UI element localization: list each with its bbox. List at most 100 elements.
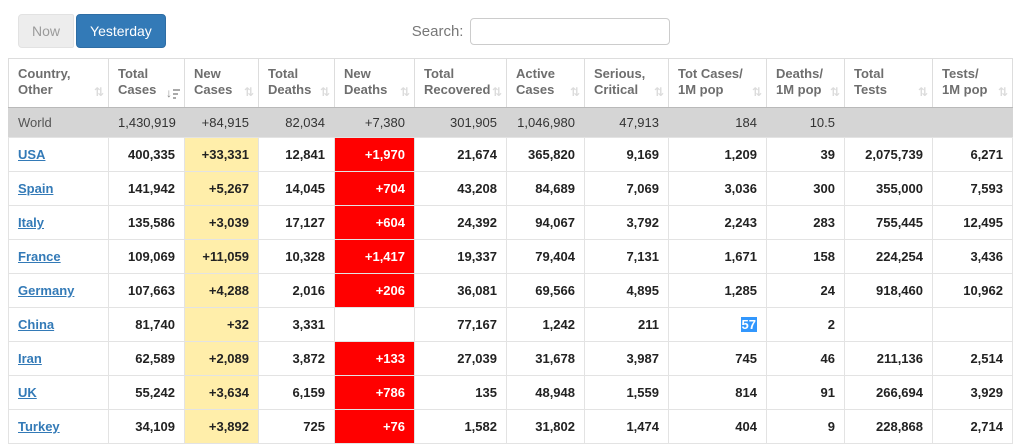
sort-icon: ⇅ bbox=[569, 85, 580, 99]
cell-total-cases: 141,942 bbox=[108, 171, 185, 206]
cell-country: Turkey bbox=[8, 409, 109, 444]
cell-total-deaths: 17,127 bbox=[258, 205, 335, 240]
column-header-total-cases[interactable]: Total Cases ↓ bbox=[108, 58, 185, 108]
cell-new-deaths: +1,970 bbox=[334, 137, 415, 172]
cell-total-deaths: 6,159 bbox=[258, 375, 335, 410]
cell-serious-critical: 9,169 bbox=[584, 137, 669, 172]
country-row-france: France 109,069 +11,059 10,328 +1,417 19,337 79… bbox=[8, 239, 1013, 274]
country-link[interactable]: Italy bbox=[18, 215, 45, 230]
country-link[interactable]: China bbox=[18, 317, 55, 332]
column-header-active-cases[interactable]: Active Cases ⇅ bbox=[506, 58, 585, 108]
cell-total-cases: 400,335 bbox=[108, 137, 185, 172]
cell-total-cases: 107,663 bbox=[108, 273, 185, 308]
column-header-new-cases[interactable]: New Cases ⇅ bbox=[184, 58, 259, 108]
column-header-label-line2: Deaths bbox=[344, 82, 388, 97]
country-link[interactable]: USA bbox=[18, 147, 46, 162]
cell-new-deaths: +604 bbox=[334, 205, 415, 240]
cell-country: Spain bbox=[8, 171, 109, 206]
column-header-country[interactable]: Country, Other ⇅ bbox=[8, 58, 109, 108]
cell-total-tests bbox=[844, 307, 933, 342]
country-link[interactable]: Germany bbox=[18, 283, 75, 298]
cell-total-recovered: 301,905 bbox=[414, 107, 507, 138]
column-header-label-line2: Other bbox=[18, 82, 53, 97]
now-button[interactable]: Now bbox=[18, 14, 75, 48]
country-link[interactable]: Iran bbox=[18, 351, 42, 366]
cell-total-cases: 109,069 bbox=[108, 239, 185, 274]
cell-total-recovered: 135 bbox=[414, 375, 507, 410]
cell-new-deaths: +704 bbox=[334, 171, 415, 206]
cell-serious-critical: 1,474 bbox=[584, 409, 669, 444]
cell-total-tests: 918,460 bbox=[844, 273, 933, 308]
column-header-label-line2: Critical bbox=[594, 82, 639, 97]
column-header-label-line2: Cases bbox=[516, 82, 555, 97]
selected-text: 57 bbox=[740, 317, 757, 332]
cell-country: China bbox=[8, 307, 109, 342]
cell-total-cases: 1,430,919 bbox=[108, 107, 185, 138]
cell-active-cases: 31,678 bbox=[506, 341, 585, 376]
cell-new-deaths: +1,417 bbox=[334, 239, 415, 274]
cell-tests-1m: 2,714 bbox=[932, 409, 1013, 444]
cell-total-tests: 755,445 bbox=[844, 205, 933, 240]
sort-icon: ⇅ bbox=[997, 85, 1008, 99]
sort-icon: ⇅ bbox=[751, 85, 762, 99]
country-row-uk: UK 55,242 +3,634 6,159 +786 135 48,948 1,559 814… bbox=[8, 375, 1013, 410]
column-header-label-line2: Deaths bbox=[268, 82, 312, 97]
cell-country: UK bbox=[8, 375, 109, 410]
column-header-new-deaths[interactable]: New Deaths ⇅ bbox=[334, 58, 415, 108]
cell-deaths-1m: 300 bbox=[766, 171, 845, 206]
cell-new-cases: +3,634 bbox=[184, 375, 259, 410]
country-link[interactable]: France bbox=[18, 249, 61, 264]
cell-deaths-1m: 2 bbox=[766, 307, 845, 342]
country-link[interactable]: Turkey bbox=[18, 419, 60, 434]
cell-total-recovered: 36,081 bbox=[414, 273, 507, 308]
sort-icon: ⇅ bbox=[319, 85, 330, 99]
cell-total-deaths: 3,331 bbox=[258, 307, 335, 342]
column-header-total-deaths[interactable]: Total Deaths ⇅ bbox=[258, 58, 335, 108]
cell-active-cases: 79,404 bbox=[506, 239, 585, 274]
sort-icon: ⇅ bbox=[653, 85, 664, 99]
cell-tot-cases-1m: 814 bbox=[668, 375, 767, 410]
country-link[interactable]: UK bbox=[18, 385, 37, 400]
cell-total-cases: 135,586 bbox=[108, 205, 185, 240]
cell-total-recovered: 27,039 bbox=[414, 341, 507, 376]
column-header-tot-cases-1m[interactable]: Tot Cases/1M pop ⇅ bbox=[668, 58, 767, 108]
column-header-total-recovered[interactable]: Total Recovered ⇅ bbox=[414, 58, 507, 108]
search-input[interactable] bbox=[470, 17, 671, 45]
yesterday-button[interactable]: Yesterday bbox=[76, 14, 166, 48]
cell-new-cases: +4,288 bbox=[184, 273, 259, 308]
cell-tot-cases-1m: 1,209 bbox=[668, 137, 767, 172]
column-header-tests-1m[interactable]: Tests/1M pop ⇅ bbox=[932, 58, 1013, 108]
cell-tot-cases-1m: 404 bbox=[668, 409, 767, 444]
cell-new-deaths: +786 bbox=[334, 375, 415, 410]
country-link[interactable]: Spain bbox=[18, 181, 54, 196]
column-header-label-line2: Cases bbox=[118, 82, 157, 97]
cell-deaths-1m: 10.5 bbox=[766, 107, 845, 138]
column-header-deaths-1m[interactable]: Deaths/1M pop ⇅ bbox=[766, 58, 845, 108]
cell-tests-1m bbox=[932, 307, 1013, 342]
cell-new-cases: +33,331 bbox=[184, 137, 259, 172]
cell-total-deaths: 725 bbox=[258, 409, 335, 444]
country-row-germany: Germany 107,663 +4,288 2,016 +206 36,081 69,56… bbox=[8, 273, 1013, 308]
cell-total-recovered: 21,674 bbox=[414, 137, 507, 172]
cell-tot-cases-1m: 1,285 bbox=[668, 273, 767, 308]
cell-new-deaths: +206 bbox=[334, 273, 415, 308]
column-header-label-line2: 1M pop bbox=[776, 82, 822, 97]
column-header-total-tests[interactable]: Total Tests ⇅ bbox=[844, 58, 933, 108]
cell-active-cases: 94,067 bbox=[506, 205, 585, 240]
column-header-serious-critical[interactable]: Serious, Critical ⇅ bbox=[584, 58, 669, 108]
country-row-usa: USA 400,335 +33,331 12,841 +1,970 21,674 365,8… bbox=[8, 137, 1013, 172]
cell-serious-critical: 3,987 bbox=[584, 341, 669, 376]
column-header-label-line2: Cases bbox=[194, 82, 233, 97]
country-row-iran: Iran 62,589 +2,089 3,872 +133 27,039 31,678 3,9… bbox=[8, 341, 1013, 376]
world-row: World 1,430,919 +84,915 82,034 +7,380 301,905… bbox=[8, 107, 1013, 138]
cell-new-cases: +3,039 bbox=[184, 205, 259, 240]
cell-total-tests bbox=[844, 107, 933, 138]
cell-total-cases: 81,740 bbox=[108, 307, 185, 342]
column-header-label: Total bbox=[854, 66, 885, 81]
column-header-label: Total bbox=[424, 66, 455, 81]
column-header-label: Active bbox=[516, 66, 556, 81]
cell-total-tests: 266,694 bbox=[844, 375, 933, 410]
country-row-italy: Italy 135,586 +3,039 17,127 +604 24,392 94,067… bbox=[8, 205, 1013, 240]
cell-deaths-1m: 9 bbox=[766, 409, 845, 444]
sort-icon: ⇅ bbox=[917, 85, 928, 99]
